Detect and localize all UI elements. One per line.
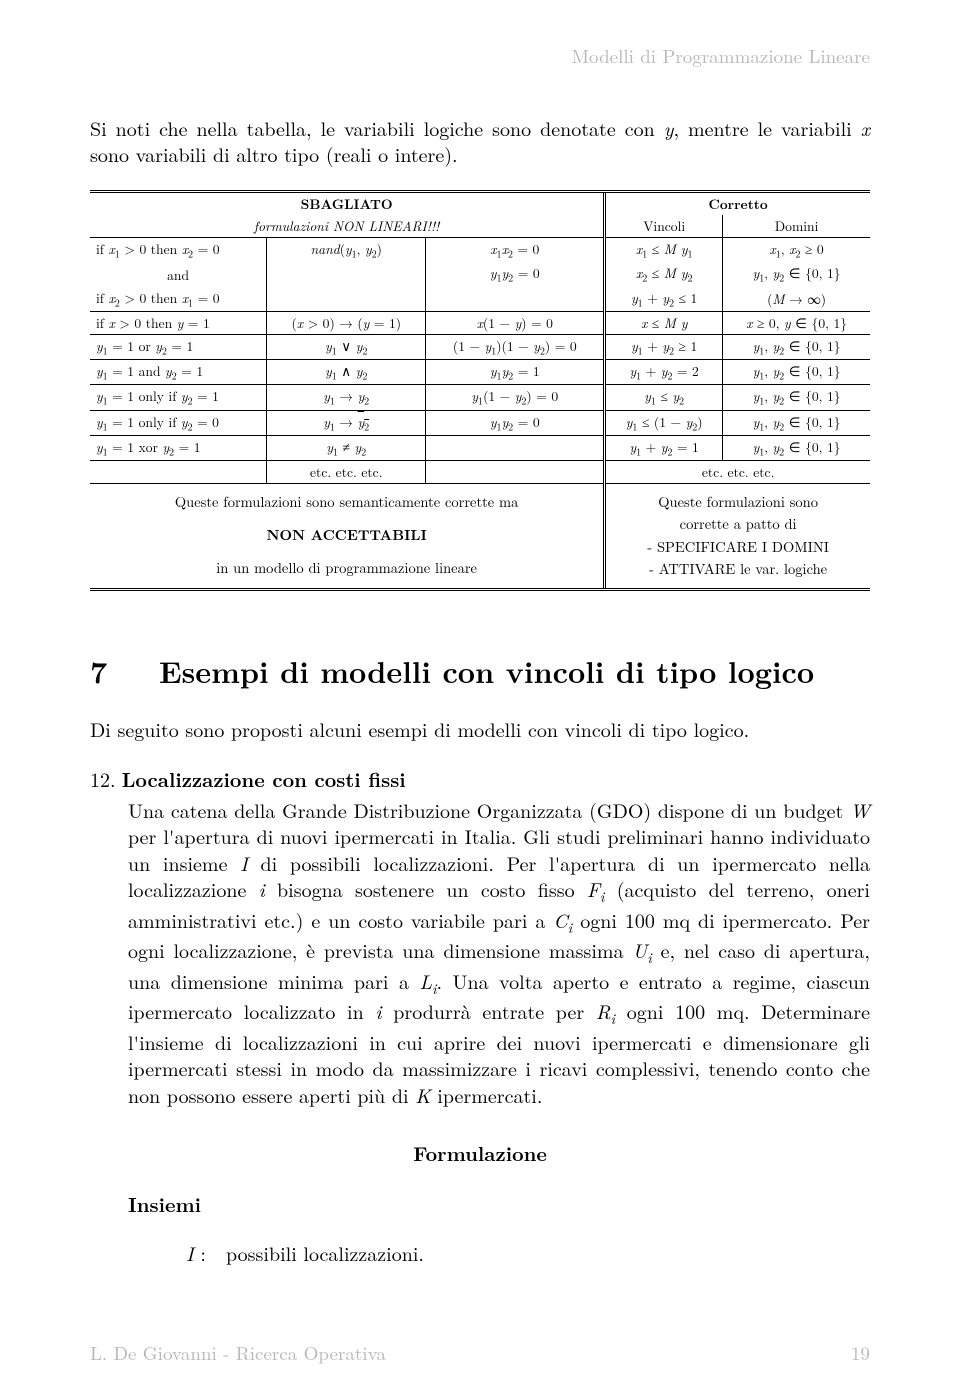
running-head: Modelli di Programmazione Lineare xyxy=(90,42,870,69)
example-heading: 12.Localizzazione con costi fissi xyxy=(90,764,870,793)
table-cell: y1 ≤ (1 − y2) xyxy=(605,410,723,435)
note-left: Queste formulazioni sono semanticamente … xyxy=(90,483,605,589)
table-cell: y1, y2 ∈ {0, 1} xyxy=(723,385,870,410)
table-cell: y1 → y2 xyxy=(267,385,426,410)
table-cell: y1y2 = 0 xyxy=(426,410,605,435)
table-cell: y1y2 = 1 xyxy=(426,360,605,385)
table-cell: y1 ≠ y2 xyxy=(267,435,426,460)
insiemi-line: I : possibili localizzazioni. xyxy=(128,1238,870,1267)
table-cell: y1 + y2 = 1 xyxy=(605,435,723,460)
header-corretto: Corretto xyxy=(709,195,768,214)
table-cell: y1 = 1 and y2 = 1 xyxy=(90,360,267,385)
table-cell: x2 ≤ M y2 xyxy=(605,262,723,286)
table-cell: y1, y2 ∈ {0, 1} xyxy=(723,262,870,286)
header-vincoli: Vincoli xyxy=(605,215,723,237)
formulazione-heading: Formulazione xyxy=(90,1138,870,1167)
note-right: Queste formulazioni sono corrette a patt… xyxy=(605,483,870,589)
table-cell: x1, x2 ≥ 0 xyxy=(723,238,870,263)
table-cell: y1 + y2 ≤ 1 xyxy=(605,287,723,312)
table-cell: x1 ≤ M y1 xyxy=(605,238,723,263)
table-cell: x1x2 = 0 xyxy=(426,238,605,263)
table-cell: x(1 − y) = 0 xyxy=(426,312,605,335)
table-cell: y1 = 1 only if y2 = 1 xyxy=(90,385,267,410)
table-cell: nand(y1, y2) xyxy=(267,238,426,263)
footer-page-number: 19 xyxy=(851,1339,870,1366)
footer-left: L. De Giovanni - Ricerca Operativa xyxy=(90,1339,386,1366)
insiemi-label: Insiemi xyxy=(128,1189,870,1218)
header-sbagliato: SBAGLIATO xyxy=(301,195,393,214)
table-cell: y1, y2 ∈ {0, 1} xyxy=(723,360,870,385)
table-cell: (M → ∞) xyxy=(723,287,870,312)
logic-table: SBAGLIATO Corretto formulazioni NON LINE… xyxy=(90,190,870,591)
header-domini: Domini xyxy=(723,215,870,237)
table-cell: and xyxy=(90,262,267,286)
table-cell: y1, y2 ∈ {0, 1} xyxy=(723,410,870,435)
page-footer: L. De Giovanni - Ricerca Operativa 19 xyxy=(90,1339,870,1366)
table-cell: if x1 > 0 then x2 = 0 xyxy=(90,238,267,263)
table-cell: x ≥ 0, y ∈ {0, 1} xyxy=(723,312,870,335)
table-cell: if x > 0 then y = 1 xyxy=(90,312,267,335)
table-cell: y1, y2 ∈ {0, 1} xyxy=(723,334,870,359)
header-nonlinear: formulazioni NON LINEARI!!! xyxy=(254,216,439,235)
table-cell: y1 = 1 or y2 = 1 xyxy=(90,334,267,359)
table-cell: y1 + y2 ≥ 1 xyxy=(605,334,723,359)
table-cell: y1 ∧ y2 xyxy=(267,360,426,385)
table-cell: y1 + y2 = 2 xyxy=(605,360,723,385)
section-lead: Di seguito sono proposti alcuni esempi d… xyxy=(90,716,870,742)
intro-paragraph: Si noti che nella tabella, le variabili … xyxy=(90,115,870,168)
table-cell: y1 = 1 xor y2 = 1 xyxy=(90,435,267,460)
table-cell: (1 − y1)(1 − y2) = 0 xyxy=(426,334,605,359)
section-heading: 7 Esempi di modelli con vincoli di tipo … xyxy=(90,649,870,692)
table-cell: y1 → y2 xyxy=(267,410,426,435)
table-cell: y1(1 − y2) = 0 xyxy=(426,385,605,410)
table-etc-right: etc. etc. etc. xyxy=(605,461,870,484)
table-cell: y1 = 1 only if y2 = 0 xyxy=(90,410,267,435)
table-cell: y1, y2 ∈ {0, 1} xyxy=(723,435,870,460)
table-cell: y1 ∨ y2 xyxy=(267,334,426,359)
table-cell: if x2 > 0 then x1 = 0 xyxy=(90,287,267,312)
example-body: Una catena della Grande Distribuzione Or… xyxy=(90,797,870,1108)
table-cell: y1y2 = 0 xyxy=(426,262,605,286)
table-etc-left: etc. etc. etc. xyxy=(267,461,426,484)
table-cell: y1 ≤ y2 xyxy=(605,385,723,410)
table-cell: x ≤ M y xyxy=(605,312,723,335)
table-cell: (x > 0) → (y = 1) xyxy=(267,312,426,335)
